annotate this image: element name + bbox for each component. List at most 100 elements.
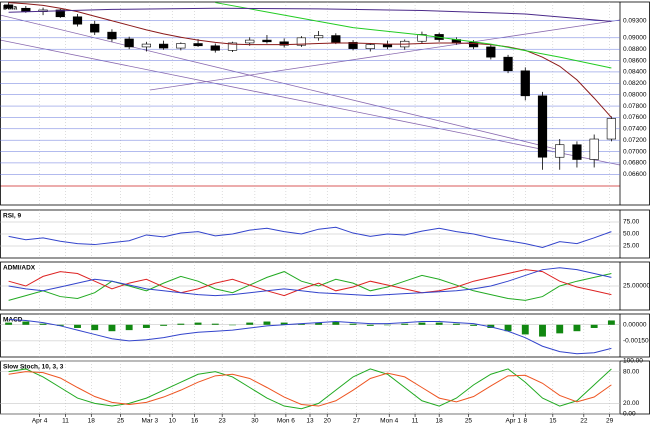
histogram-bar <box>280 322 288 325</box>
panel-title: ADMI/ADX <box>3 265 36 272</box>
histogram-bar <box>401 323 409 325</box>
histogram-bar <box>504 324 512 332</box>
candle-body <box>520 70 530 97</box>
histogram-bar <box>332 321 340 325</box>
x-tick-label: 18 <box>436 418 444 425</box>
x-tick-label: Apr 4 <box>32 418 48 425</box>
y-tick-label: 0.00000 <box>623 321 647 328</box>
series-line <box>8 368 612 410</box>
candle-body <box>382 44 393 48</box>
series-line <box>8 226 612 248</box>
histogram-bar <box>315 322 323 325</box>
histogram-bar <box>56 324 64 326</box>
series-line <box>8 271 612 301</box>
series-line <box>8 267 612 297</box>
candle-body <box>589 138 599 160</box>
candle-body <box>124 38 134 48</box>
x-tick-label: 16 <box>191 418 199 425</box>
candle-body <box>314 35 324 39</box>
candle-body <box>55 9 65 18</box>
candle-body <box>296 37 306 46</box>
series-line <box>215 2 612 69</box>
panel-title: MACD <box>3 317 23 324</box>
series-line <box>8 269 612 297</box>
candle-body <box>486 46 496 58</box>
candle-body <box>572 144 582 160</box>
x-tick-label: 8 <box>523 418 527 425</box>
x-tick-label: Mar 3 <box>142 418 159 425</box>
trend-line <box>0 39 621 166</box>
candle-body <box>72 16 83 25</box>
y-tick-label: 0.06600 <box>623 171 647 178</box>
x-tick-label: 18 <box>88 418 96 425</box>
y-tick-label: 80.00 <box>623 368 640 375</box>
x-tick-label: 30 <box>251 418 259 425</box>
x-tick-label: 11 <box>62 418 69 425</box>
histogram-bar <box>384 324 391 326</box>
candle-body <box>331 35 341 43</box>
candle-body <box>262 39 272 43</box>
y-tick-label: 0.09300 <box>623 17 647 24</box>
histogram-bar <box>418 322 426 325</box>
y-tick-label: 0.07800 <box>623 103 647 110</box>
candle-body <box>469 42 479 48</box>
y-tick-label: 20.00 <box>623 400 640 407</box>
x-tick-label: Mon 6 <box>277 418 295 425</box>
x-tick-label: Mon 4 <box>380 418 398 425</box>
series-line <box>8 7 612 22</box>
histogram-bar <box>229 324 236 326</box>
histogram-bar <box>349 323 357 325</box>
y-tick-label: 0.00 <box>623 411 636 418</box>
x-tick-label: 29 <box>606 418 614 425</box>
candle-body <box>503 56 513 72</box>
histogram-bar <box>74 324 81 328</box>
histogram-bar <box>142 324 150 328</box>
y-tick-label: -0.00150 <box>623 338 649 345</box>
y-tick-label: 0.08400 <box>623 69 647 76</box>
y-tick-label: 0.07000 <box>623 148 647 155</box>
candle-body <box>227 42 238 51</box>
x-tick-label: Apr 1 <box>505 418 521 425</box>
histogram-bar <box>487 324 495 328</box>
x-tick-label: 15 <box>549 418 557 425</box>
y-tick-label: 0.07400 <box>623 126 647 133</box>
histogram-bar <box>573 324 581 332</box>
candle-body <box>4 4 14 9</box>
y-tick-label: 0.08000 <box>623 91 647 98</box>
histogram-bar <box>160 324 168 326</box>
y-tick-label: 75.00 <box>623 219 640 226</box>
candle-body <box>279 41 289 46</box>
candle-body <box>417 34 427 42</box>
x-tick-label: 13 <box>306 418 314 425</box>
histogram-bar <box>521 324 529 335</box>
panel-title: Slow Stoch, 10, 3, 3 <box>3 364 64 371</box>
histogram-bar <box>125 324 133 331</box>
histogram-bar <box>556 324 564 334</box>
y-tick-label: 25.00 <box>623 243 640 250</box>
candle-body <box>193 43 203 47</box>
y-tick-label: 50.00 <box>623 231 640 238</box>
candle-body <box>555 144 565 158</box>
x-tick-label: 11 <box>412 418 419 425</box>
panel-title: RSI, 9 <box>3 213 21 220</box>
y-tick-label: 0.06800 <box>623 160 647 167</box>
candle-body <box>348 42 358 49</box>
y-tick-label: 25.00000 <box>623 283 650 290</box>
candle-body <box>159 43 169 49</box>
trend-line <box>149 19 621 91</box>
histogram-bar <box>539 324 546 337</box>
histogram-bar <box>211 323 219 325</box>
x-tick-label: 23 <box>219 418 227 425</box>
x-tick-label: 20 <box>324 418 332 425</box>
histogram-bar <box>366 324 374 326</box>
histogram-bar <box>5 322 13 325</box>
candle-body <box>21 7 31 12</box>
histogram-bar <box>39 323 47 325</box>
histogram-bar <box>22 321 30 325</box>
trend-line <box>0 14 561 151</box>
candle-body <box>90 23 100 33</box>
candle-body <box>245 39 255 44</box>
series-line <box>8 371 612 407</box>
